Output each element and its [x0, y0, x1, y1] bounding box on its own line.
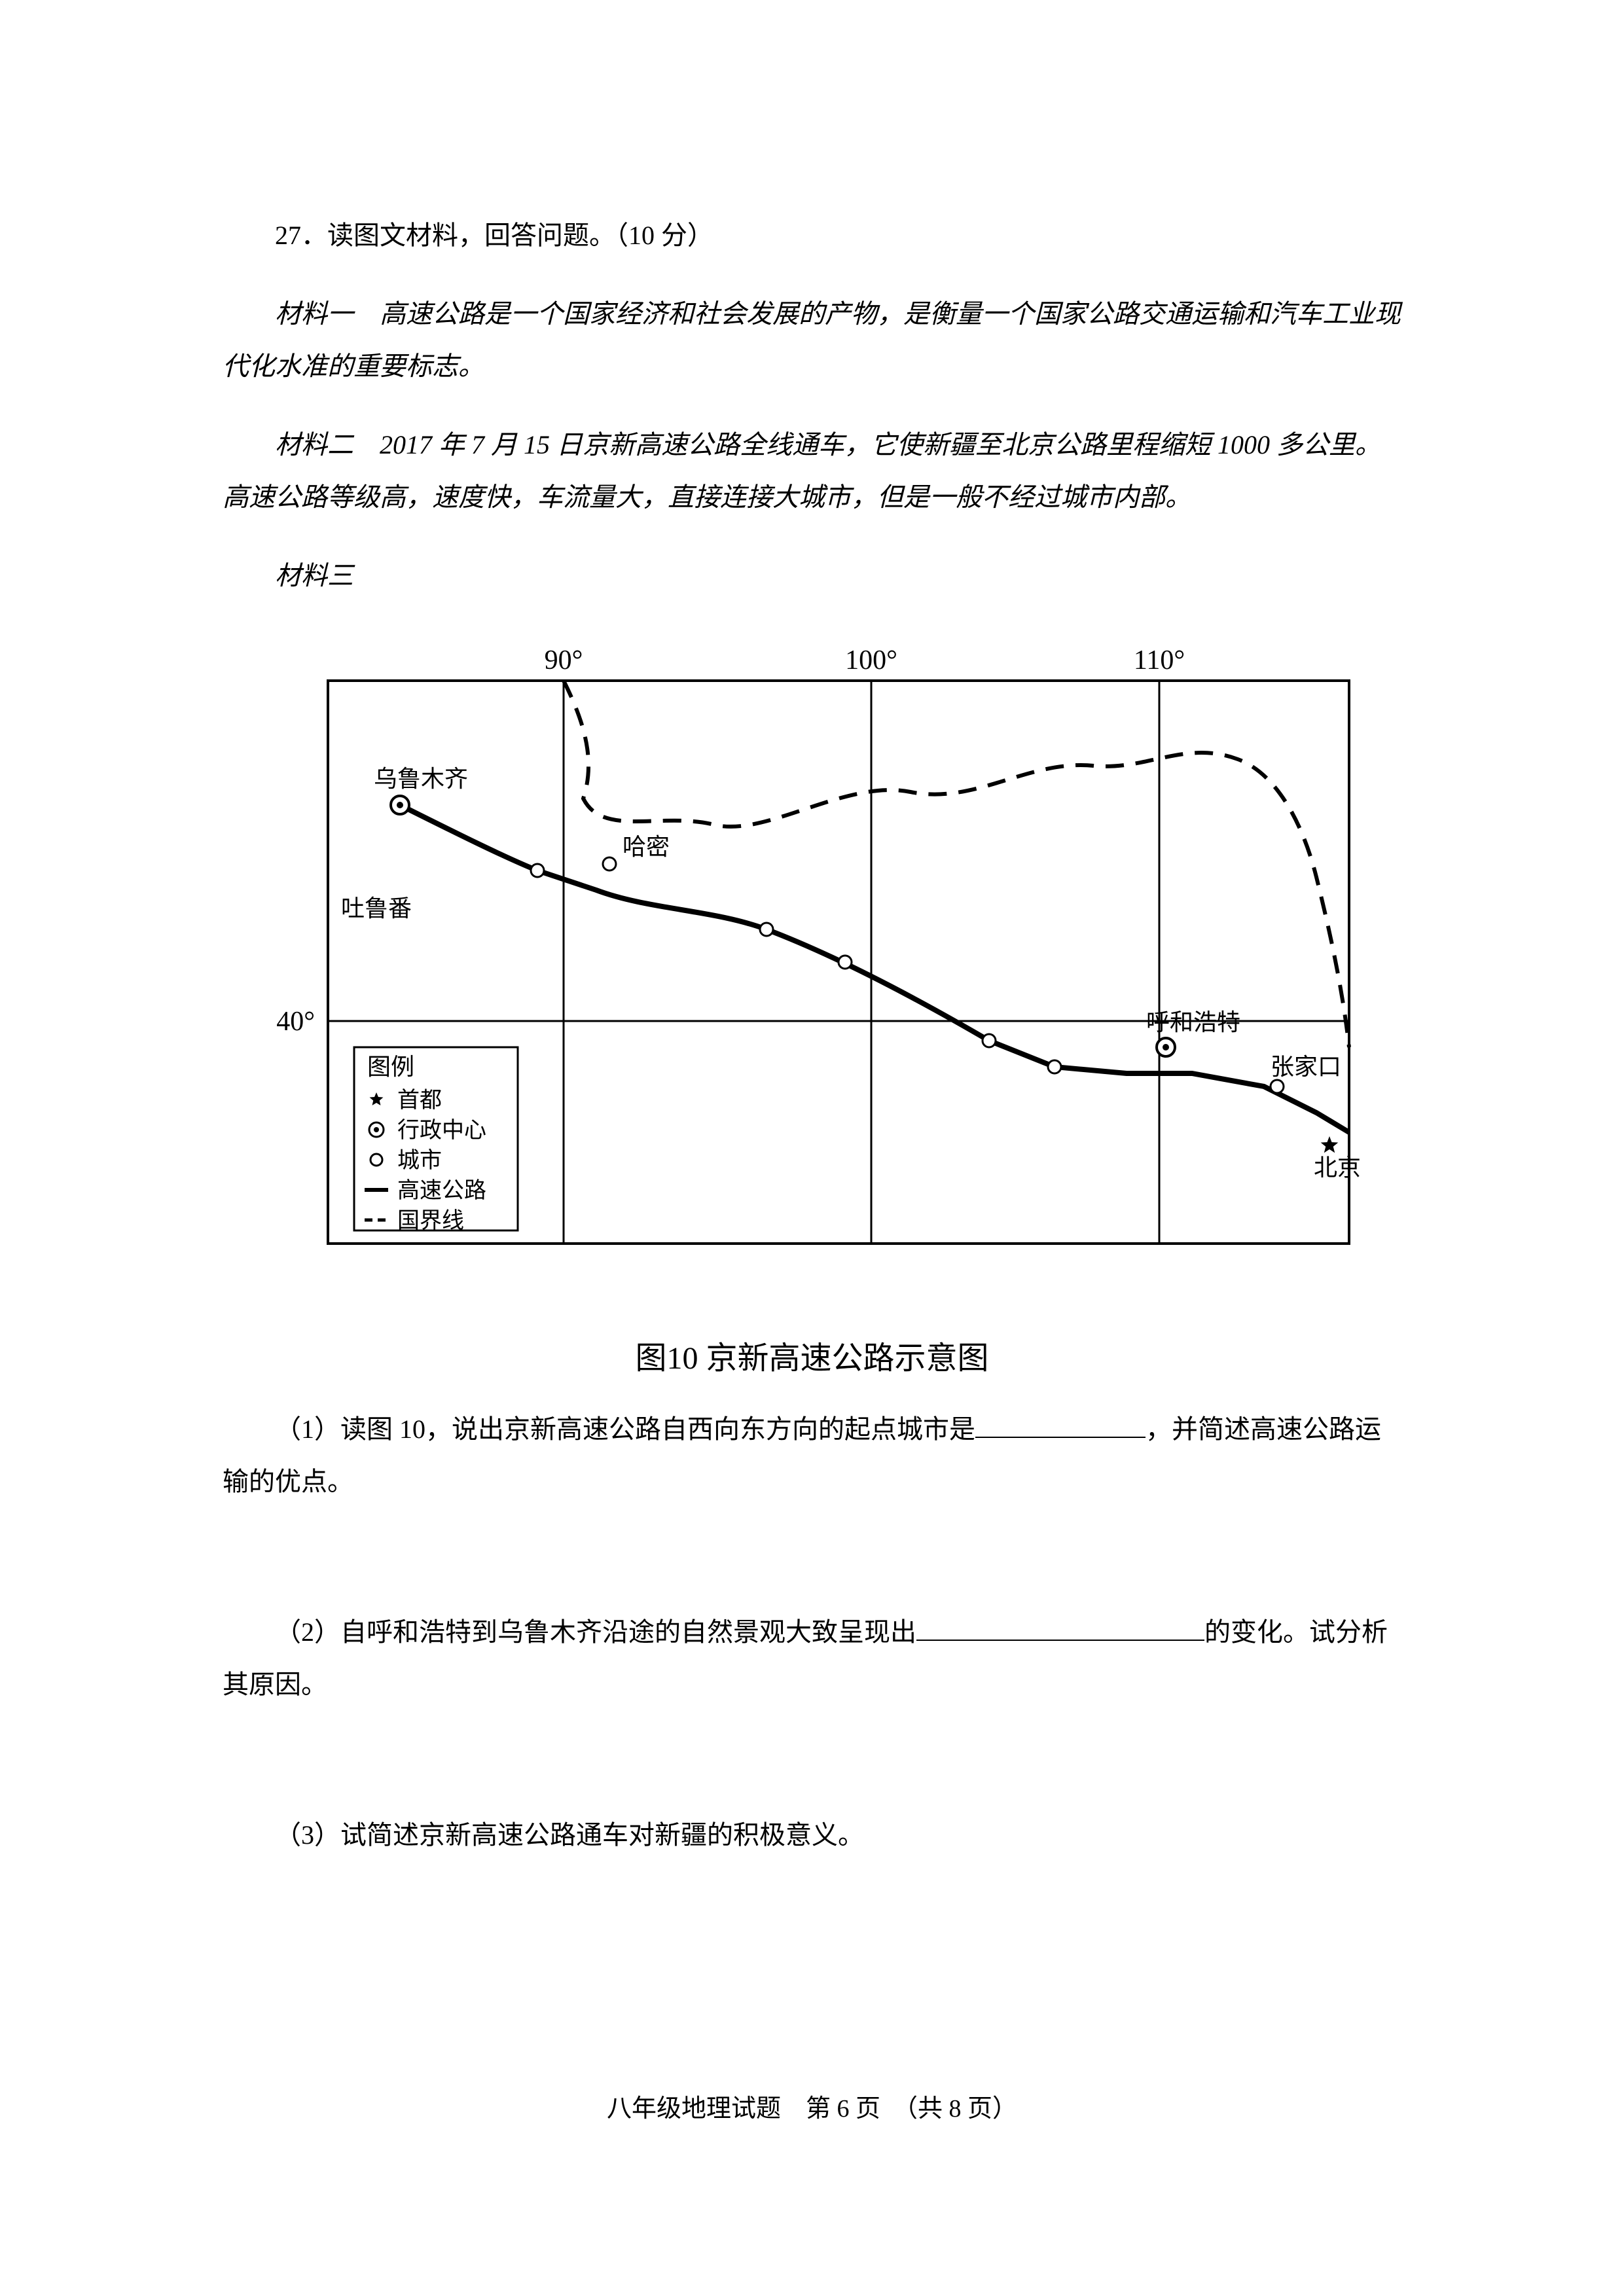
exam-page: 27．读图文材料，回答问题。（10 分） 材料一 高速公路是一个国家经济和社会发… [0, 0, 1624, 2265]
material-2-label: 材料二 [275, 430, 353, 459]
material-1: 材料一 高速公路是一个国家经济和社会发展的产物，是衡量一个国家公路交通运输和汽车… [223, 288, 1401, 393]
svg-text:吐鲁番: 吐鲁番 [341, 895, 412, 922]
sub-question-2: （2）自呼和浩特到乌鲁木齐沿途的自然景观大致呈现出的变化。试分析其原因。 [223, 1606, 1401, 1711]
material-1-text: 高速公路是一个国家经济和社会发展的产物，是衡量一个国家公路交通运输和汽车工业现代… [223, 299, 1401, 381]
material-2: 材料二 2017 年 7 月 15 日京新高速公路全线通车，它使新疆至北京公路里… [223, 419, 1401, 524]
map-diagram: 90° 100° 110° 40° 乌鲁木齐吐鲁番 哈密呼和浩特张家口北京 图例首都行政中心… [256, 628, 1369, 1322]
svg-text:乌鲁木齐: 乌鲁木齐 [374, 766, 468, 792]
svg-text:40°: 40° [276, 1007, 315, 1037]
svg-text:北京: 北京 [1314, 1155, 1361, 1181]
subq3-text: （3）试简述京新高速公路通车对新疆的积极意义。 [275, 1820, 864, 1850]
blank-2 [916, 1613, 1204, 1641]
sub-question-1: （1）读图 10，说出京新高速公路自西向东方向的起点城市是，并简述高速公路运输的… [223, 1403, 1401, 1508]
svg-text:90°: 90° [544, 645, 583, 675]
svg-text:110°: 110° [1133, 645, 1184, 675]
svg-text:哈密: 哈密 [623, 834, 670, 860]
svg-text:张家口: 张家口 [1271, 1054, 1341, 1080]
svg-text:高速公路: 高速公路 [397, 1178, 486, 1203]
footer-text: 八年级地理试题 第 6 页 （共 8 页） [607, 2095, 1017, 2123]
question-number: 27． [275, 221, 327, 250]
question-prompt: 读图文材料，回答问题。（10 分） [327, 221, 713, 250]
svg-text:图例: 图例 [367, 1054, 414, 1080]
svg-text:城市: 城市 [397, 1148, 442, 1173]
subq2-prefix: （2）自呼和浩特到乌鲁木齐沿途的自然景观大致呈现出 [275, 1617, 916, 1647]
sub-question-3: （3）试简述京新高速公路通车对新疆的积极意义。 [223, 1809, 1401, 1861]
figure-10: 90° 100° 110° 40° 乌鲁木齐吐鲁番 哈密呼和浩特张家口北京 图例首都行政中心… [223, 628, 1401, 1390]
material-1-label: 材料一 [275, 299, 353, 329]
material-3: 材料三 [223, 550, 1401, 602]
blank-1 [975, 1410, 1146, 1438]
material-3-label: 材料三 [275, 561, 353, 590]
question-header: 27．读图文材料，回答问题。（10 分） [223, 209, 1401, 262]
svg-text:100°: 100° [845, 645, 897, 675]
svg-text:呼和浩特: 呼和浩特 [1146, 1009, 1240, 1035]
svg-text:行政中心: 行政中心 [397, 1118, 486, 1143]
figure-caption: 图10 京新高速公路示意图 [635, 1327, 988, 1390]
material-2-text: 2017 年 7 月 15 日京新高速公路全线通车，它使新疆至北京公路里程缩短 … [223, 430, 1381, 512]
svg-text:国界线: 国界线 [397, 1208, 464, 1233]
subq1-prefix: （1）读图 10，说出京新高速公路自西向东方向的起点城市是 [275, 1414, 975, 1444]
page-footer: 八年级地理试题 第 6 页 （共 8 页） [223, 2084, 1401, 2134]
svg-text:首都: 首都 [397, 1088, 442, 1113]
